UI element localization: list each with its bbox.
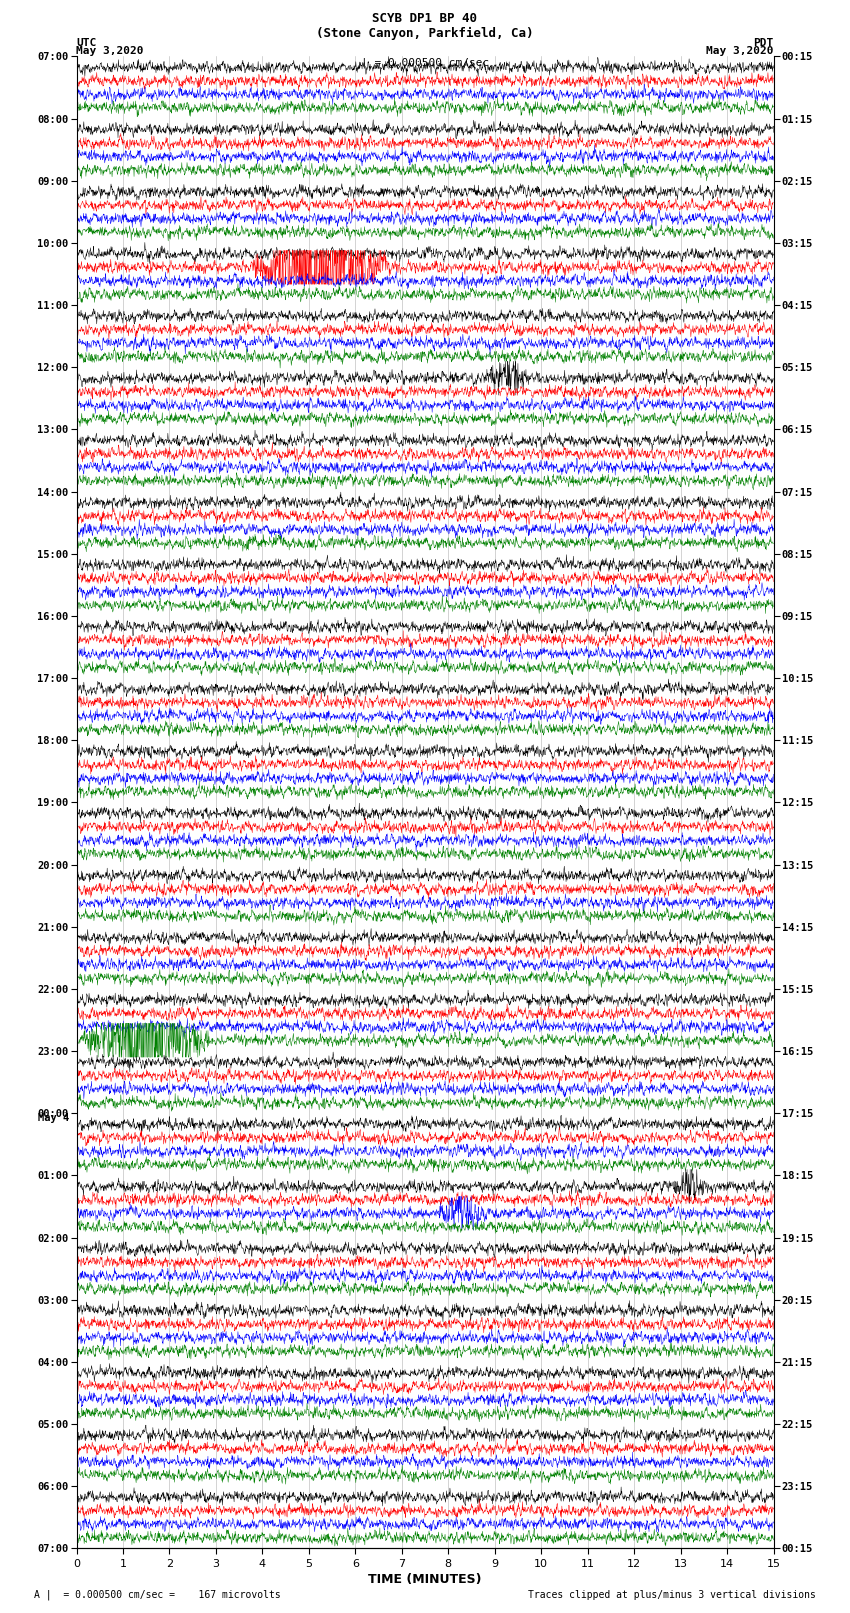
Text: | = 0.000500 cm/sec: | = 0.000500 cm/sec (361, 56, 489, 68)
X-axis label: TIME (MINUTES): TIME (MINUTES) (368, 1573, 482, 1586)
Text: PDT: PDT (753, 39, 774, 48)
Text: A |  = 0.000500 cm/sec =    167 microvolts: A | = 0.000500 cm/sec = 167 microvolts (34, 1589, 280, 1600)
Title: SCYB DP1 BP 40
(Stone Canyon, Parkfield, Ca): SCYB DP1 BP 40 (Stone Canyon, Parkfield,… (316, 11, 534, 40)
Text: May 4: May 4 (38, 1113, 70, 1123)
Text: UTC: UTC (76, 39, 97, 48)
Text: May 3,2020: May 3,2020 (76, 47, 144, 56)
Text: Traces clipped at plus/minus 3 vertical divisions: Traces clipped at plus/minus 3 vertical … (528, 1590, 816, 1600)
Text: May 3,2020: May 3,2020 (706, 47, 774, 56)
